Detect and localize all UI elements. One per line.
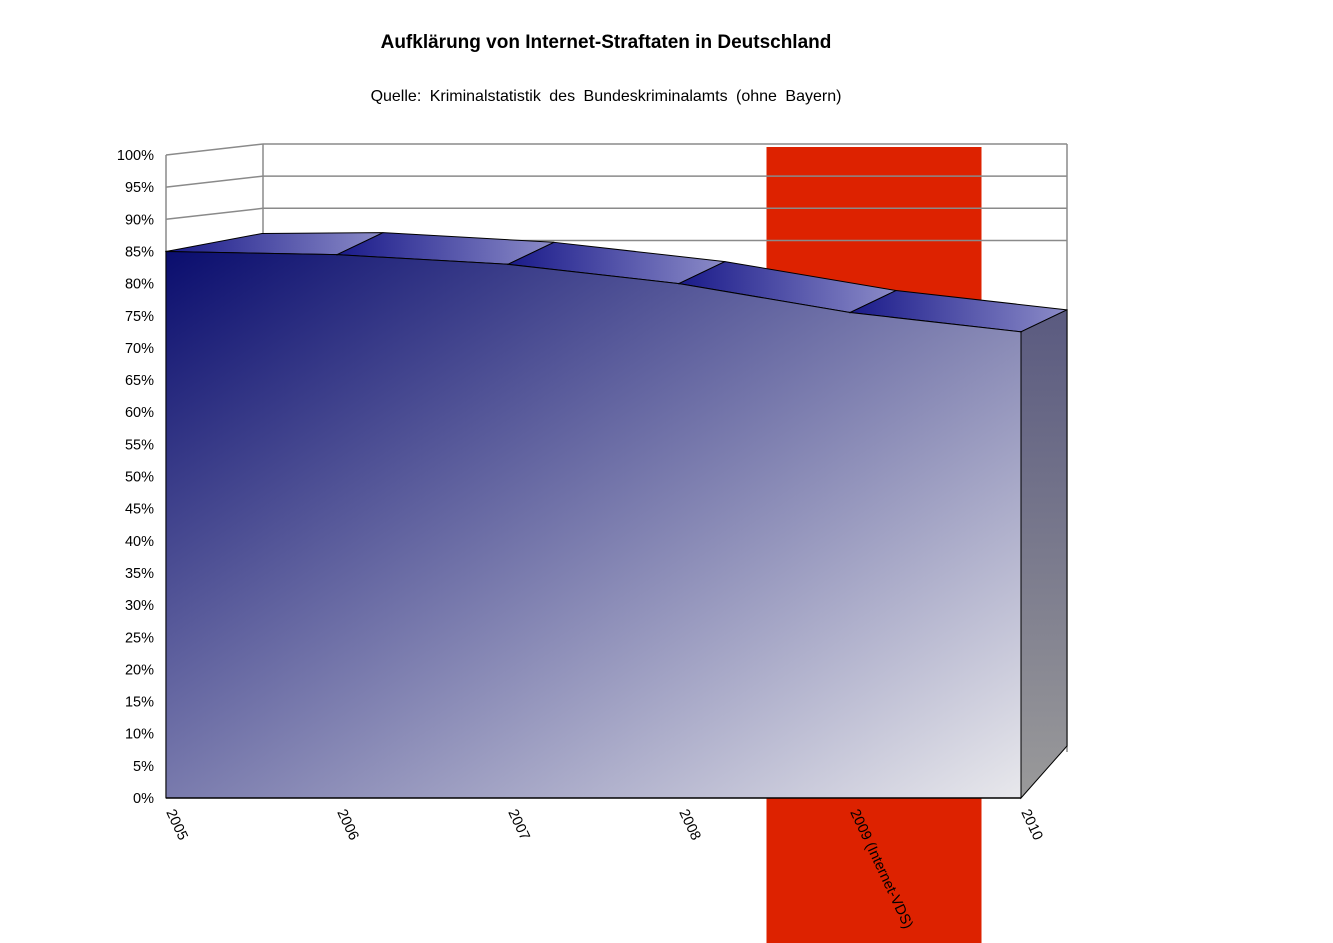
area-side-face <box>1020 309 1068 800</box>
y-tick-label: 75% <box>125 309 154 325</box>
y-tick-label: 55% <box>125 437 154 453</box>
y-tick-label: 15% <box>125 695 154 711</box>
data-point-2010 <box>1020 331 1022 333</box>
x-tick-label: 2007 <box>504 807 532 843</box>
data-point-2008 <box>678 282 680 285</box>
x-tick-label: 2006 <box>333 807 361 843</box>
y-tick-label: 40% <box>125 534 154 550</box>
y-tick-label: 70% <box>125 341 154 357</box>
y-tick-label: 0% <box>133 791 154 807</box>
y-tick-label: 20% <box>125 662 154 678</box>
y-tick-label: 65% <box>125 373 154 389</box>
y-tick-label: 100% <box>117 148 154 164</box>
chart-title: Aufklärung von Internet-Straftaten in De… <box>380 32 832 53</box>
gridline-side-95 <box>165 175 264 188</box>
x-tick-label: 2005 <box>162 807 190 843</box>
y-tick-label: 30% <box>125 598 154 614</box>
data-point-2006 <box>336 253 338 256</box>
data-point-2005 <box>165 250 167 253</box>
x-tick-label: 2010 <box>1017 807 1045 843</box>
x-tick-label: 2008 <box>675 807 703 843</box>
y-tick-label: 95% <box>125 180 154 196</box>
y-tick-label: 80% <box>125 277 154 293</box>
y-tick-label: 5% <box>133 759 154 775</box>
y-tick-label: 35% <box>125 566 154 582</box>
area-front-face <box>165 250 1022 799</box>
y-tick-label: 10% <box>125 727 154 743</box>
y-tick-label: 25% <box>125 630 154 646</box>
chart-subtitle: Quelle: Kriminalstatistik des Bundeskrim… <box>370 88 842 105</box>
gridline-side-100 <box>165 143 264 156</box>
data-point-2009 (Internet-VDS) <box>849 311 851 314</box>
y-tick-label: 50% <box>125 470 154 486</box>
y-tick-label: 90% <box>125 212 154 228</box>
y-tick-label: 45% <box>125 502 154 518</box>
gridline-side-90 <box>165 207 264 221</box>
y-tick-label: 85% <box>125 244 154 260</box>
data-point-2007 <box>507 263 509 266</box>
y-tick-label: 60% <box>125 405 154 421</box>
